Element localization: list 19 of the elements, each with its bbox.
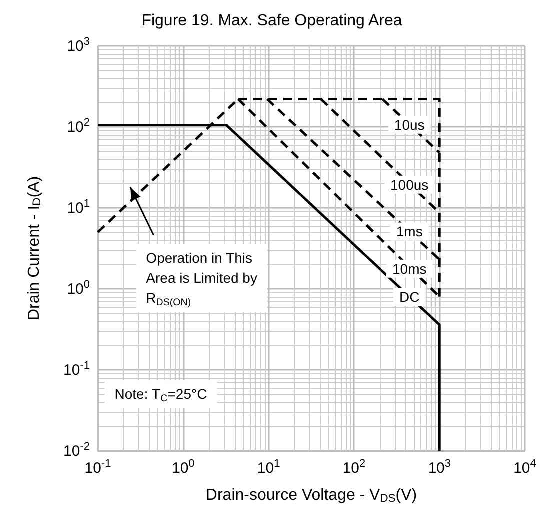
x-tick-label: 10$^{2}$ xyxy=(342,458,366,477)
x-tick-label: 10$^{0}$ xyxy=(172,458,195,477)
chart-title: Figure 19. Max. Safe Operating Area xyxy=(142,12,402,30)
y-tick-label: 10$^{-1}$ xyxy=(64,360,90,379)
x-tick-label: 10$^{1}$ xyxy=(257,458,280,477)
y-tick-label: 10$^{1}$ xyxy=(67,198,90,217)
y-axis-title: Drain Current - ID(A) xyxy=(26,176,44,321)
y-tick-label: 10$^{0}$ xyxy=(67,279,90,298)
y-tick-label: 10$^{2}$ xyxy=(67,117,90,136)
series-label: 100us xyxy=(390,176,429,193)
series-label: 1ms xyxy=(396,224,423,240)
y-tick-label: 10$^{-2}$ xyxy=(64,441,90,460)
y-tick-label: 10$^{3}$ xyxy=(67,36,90,55)
series-label: 10us xyxy=(394,116,425,133)
x-tick-label: 10$^{-1}$ xyxy=(84,458,112,477)
x-tick-label: 10$^{3}$ xyxy=(428,458,452,477)
series-label: DC xyxy=(399,288,420,305)
series-label: 10ms xyxy=(392,260,427,277)
x-tick-label: 10$^{4}$ xyxy=(514,458,536,477)
